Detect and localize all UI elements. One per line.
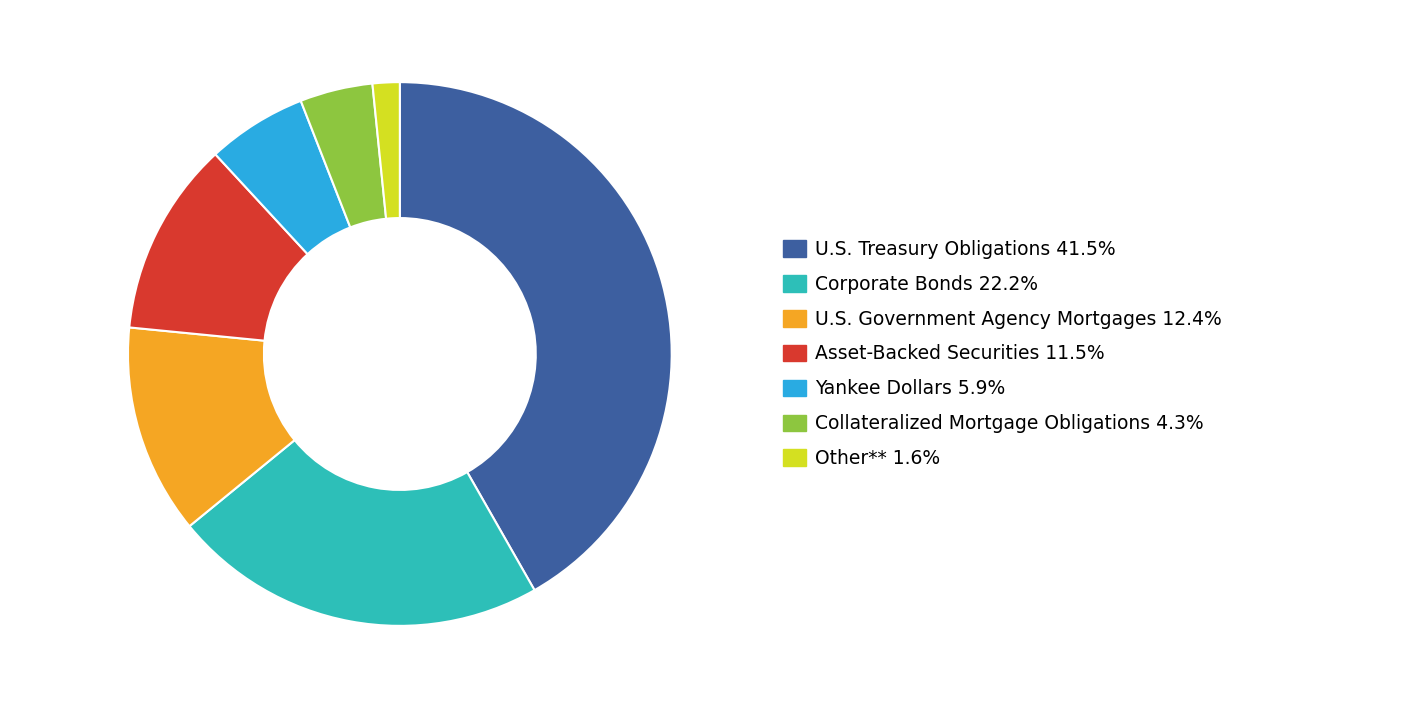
Wedge shape <box>130 154 307 341</box>
Wedge shape <box>216 101 350 254</box>
Wedge shape <box>400 82 671 590</box>
Wedge shape <box>301 84 386 227</box>
Wedge shape <box>373 82 400 219</box>
Wedge shape <box>129 327 294 526</box>
Legend: U.S. Treasury Obligations 41.5%, Corporate Bonds 22.2%, U.S. Government Agency M: U.S. Treasury Obligations 41.5%, Corpora… <box>783 240 1222 468</box>
Wedge shape <box>190 440 534 626</box>
